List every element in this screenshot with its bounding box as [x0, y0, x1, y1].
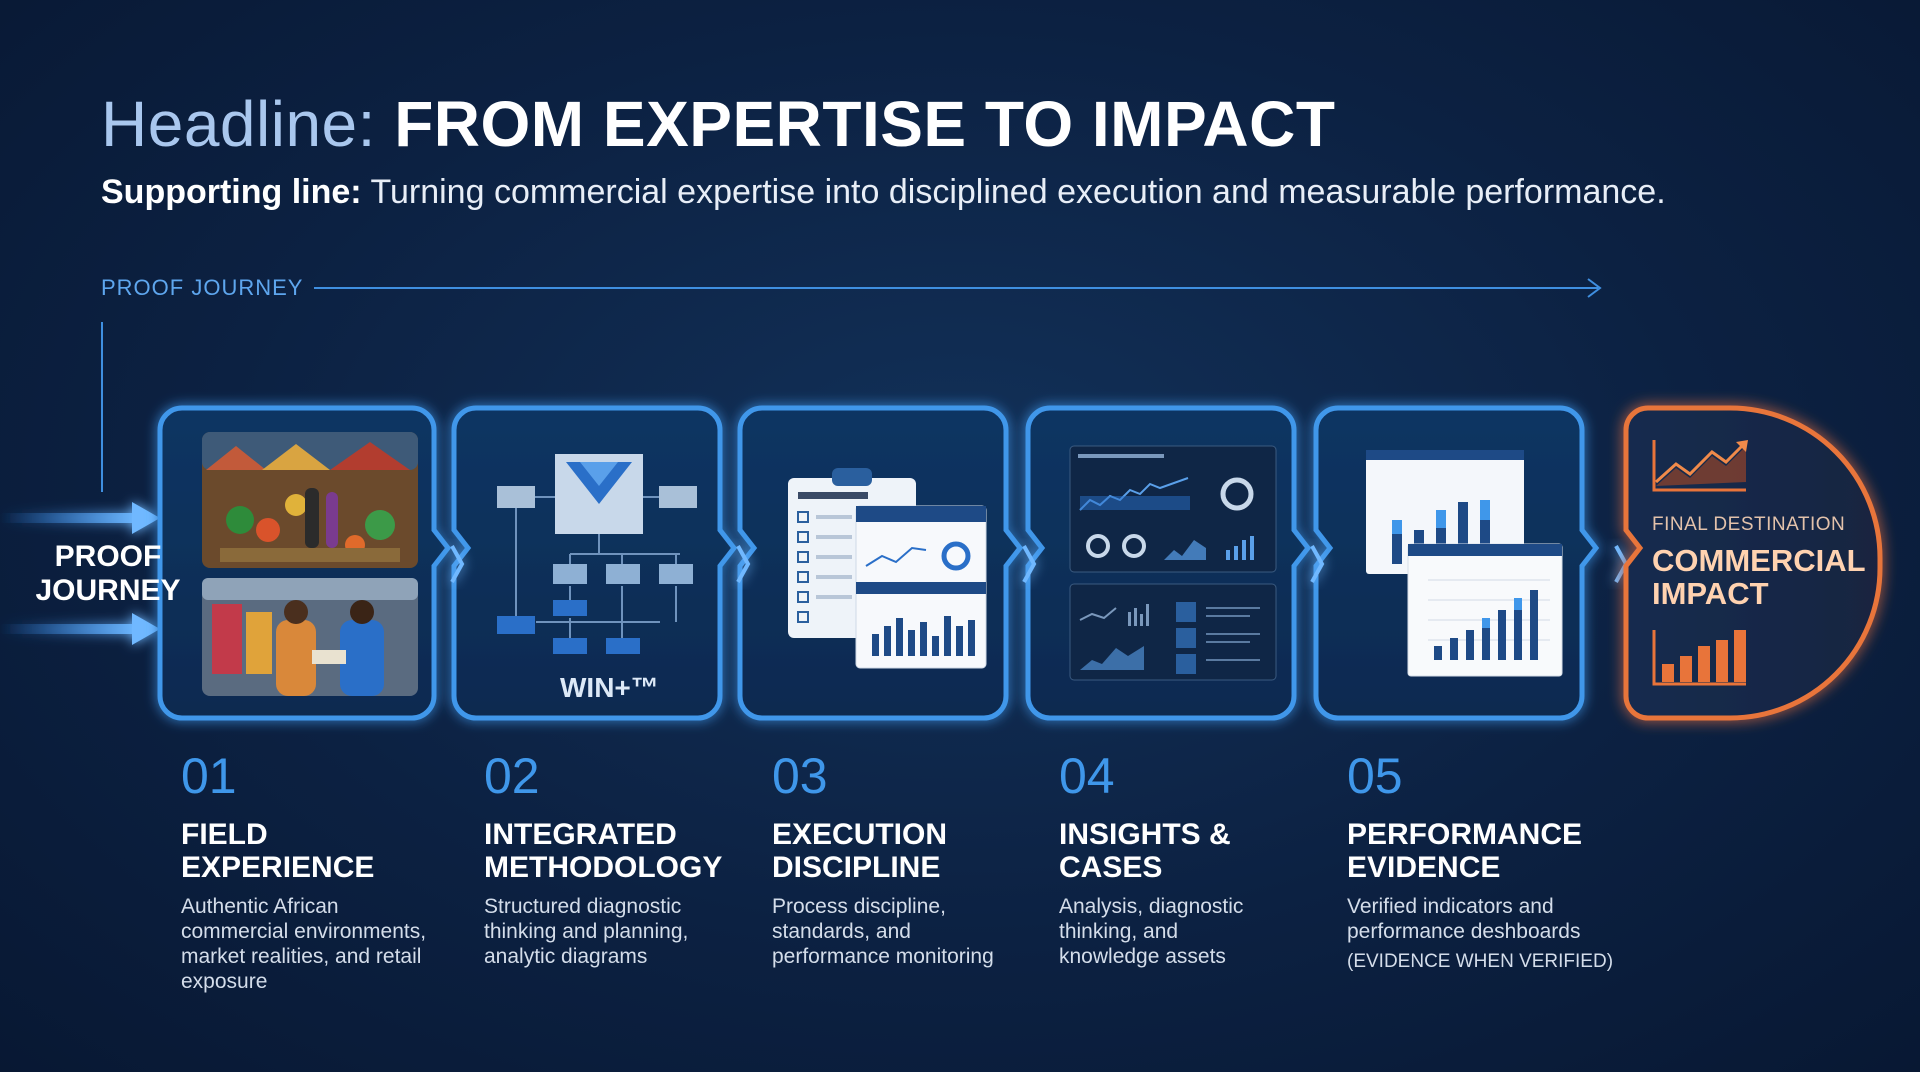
- stage-description: Analysis, diagnostic thinking, and knowl…: [1059, 895, 1244, 968]
- stage-title-line1: INTEGRATED: [484, 818, 677, 851]
- stage-title: PERFORMANCE EVIDENCE: [1347, 818, 1627, 884]
- destination-title-line2: IMPACT: [1652, 576, 1769, 611]
- market-photos-icon: [202, 432, 418, 696]
- supporting-text: Turning commercial expertise into discip…: [361, 173, 1666, 211]
- stage-04-text: 04 INSIGHTS & CASES Analysis, diagnostic …: [1059, 748, 1299, 969]
- supporting-prefix: Supporting line:: [101, 173, 362, 211]
- stage-description: Structured diagnostic thinking and plann…: [484, 895, 689, 968]
- proof-journey-arrow: [101, 278, 1602, 492]
- connector-chevrons: [450, 545, 1629, 583]
- stage-title-line1: FIELD: [181, 818, 268, 851]
- left-entry-arrows: [0, 502, 160, 645]
- stage-title-line2: EVIDENCE: [1347, 851, 1501, 884]
- side-label-line1: PROOF: [54, 540, 162, 573]
- stage-title: INTEGRATED METHODOLOGY: [484, 818, 744, 884]
- stage-title-line1: INSIGHTS &: [1059, 818, 1231, 851]
- stage-number: 01: [181, 748, 237, 804]
- proof-journey-side-label: PROOF JOURNEY: [28, 540, 188, 608]
- stage-tile-02: [451, 405, 738, 721]
- checklist-report-icon: [788, 468, 987, 669]
- headline-prefix: Headline:: [101, 88, 376, 160]
- analytics-dashboard-icon: [1069, 445, 1277, 681]
- stage-title-line1: EXECUTION: [772, 818, 948, 851]
- stage-title: INSIGHTS & CASES: [1059, 818, 1299, 884]
- stage-01-text: 01 FIELD EXPERIENCE Authentic African com…: [181, 748, 446, 994]
- stage-number: 04: [1059, 748, 1115, 804]
- stage-title: FIELD EXPERIENCE: [181, 818, 446, 884]
- stage-title-line2: DISCIPLINE: [772, 851, 941, 884]
- stage-number: 05: [1347, 748, 1403, 804]
- stage-description: Process discipline, standards, and perfo…: [772, 895, 994, 968]
- stage-02-text: 02 INTEGRATED METHODOLOGY Structured diag…: [484, 748, 744, 969]
- headline-main: FROM EXPERTISE TO IMPACT: [394, 88, 1336, 160]
- stage-number: 02: [484, 748, 540, 804]
- side-label-line2: JOURNEY: [35, 574, 181, 607]
- supporting-line: Supporting line: Turning commercial expe…: [101, 170, 1666, 214]
- stage-description: Verified indicators and performance desh…: [1347, 895, 1581, 943]
- destination-title-line1: COMMERCIAL: [1652, 543, 1866, 578]
- stage-number: 03: [772, 748, 828, 804]
- bar-chart-icon: [1652, 630, 1746, 686]
- stage-title-line2: EXPERIENCE: [181, 851, 375, 884]
- stage-title: EXECUTION DISCIPLINE: [772, 818, 1032, 884]
- stage-05-text: 05 PERFORMANCE EVIDENCE Verified indicato…: [1347, 748, 1627, 974]
- stage-description: Authentic African commercial environment…: [181, 895, 427, 993]
- destination-title: COMMERCIAL IMPACT: [1652, 544, 1866, 610]
- flow-diagram-icon: [497, 454, 697, 654]
- stage-note: (EVIDENCE WHEN VERIFIED): [1347, 951, 1614, 972]
- proof-journey-label: PROOF JOURNEY: [101, 275, 304, 300]
- stage-title-line2: CASES: [1059, 851, 1163, 884]
- destination-tile: [1623, 405, 1883, 721]
- stage-title-line2: METHODOLOGY: [484, 851, 723, 884]
- destination-subtitle: FINAL DESTINATION: [1652, 514, 1846, 535]
- performance-dashboard-icon: [1366, 450, 1563, 677]
- win-plus-badge: WIN+™: [560, 672, 659, 703]
- trend-up-chart-icon: [1652, 440, 1748, 492]
- stage-title-line1: PERFORMANCE: [1347, 818, 1583, 851]
- stage-03-text: 03 EXECUTION DISCIPLINE Process disciplin…: [772, 748, 1032, 969]
- page-title: Headline: FROM EXPERTISE TO IMPACT: [101, 84, 1335, 164]
